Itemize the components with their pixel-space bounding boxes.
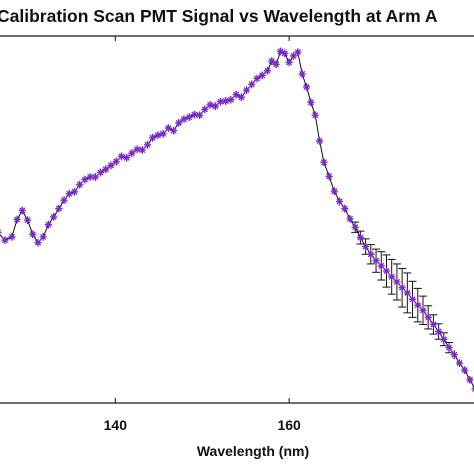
data-point [201,105,209,113]
plot-frame [0,35,474,404]
data-point [149,134,157,142]
error-bars [4,47,471,384]
data-point [372,257,380,265]
data-point [1,236,9,244]
data-point [285,58,293,66]
data-point [263,67,272,75]
data-point [8,233,16,241]
data-point [50,213,58,221]
data-point [128,149,136,157]
data-point [0,229,2,236]
data-point [222,97,230,105]
data-point [315,137,324,145]
data-point [298,70,306,78]
data-point [248,80,256,88]
data-point [13,215,21,224]
data-point [211,102,219,110]
x-axis-ticks: 140 160 [104,36,301,433]
data-point [123,154,131,162]
data-point [435,327,443,336]
data-point [461,366,469,374]
data-point [429,320,438,329]
data-point [419,306,427,314]
data-point [91,173,99,181]
data-point [39,233,47,241]
data-point [272,60,280,68]
x-tick-label: 140 [104,417,128,433]
data-point [253,74,261,83]
data-point [55,204,63,213]
data-point [96,168,105,177]
data-point [393,278,401,286]
data-point [424,313,432,321]
data-point [398,284,406,292]
data-point [258,71,266,79]
data-point [18,206,26,215]
data-point [185,113,193,121]
data-point [227,96,235,104]
data-point [367,250,375,258]
data-point [377,262,385,270]
data-point [281,49,289,57]
data-point [440,335,448,343]
data-point [138,146,146,154]
data-point [445,344,453,352]
data-point [34,239,42,247]
data-point [335,197,344,206]
data-point [169,127,178,135]
data-point [471,385,474,392]
data-point [206,101,214,109]
data-point [60,196,68,204]
data-point [268,57,276,65]
data-point [23,216,32,224]
series-line [0,50,474,388]
data-point [143,141,152,149]
data-point [403,289,411,297]
data-point [414,301,422,309]
data-point [242,86,251,94]
data-point [408,295,417,303]
x-axis-label: Wavelength (nm) [197,443,309,459]
data-point [330,187,338,195]
data-point [70,188,79,196]
data-point [302,83,311,91]
data-point [112,157,120,166]
data-point [382,267,391,275]
data-point [81,175,89,184]
data-point [102,165,110,173]
data-point [325,172,333,180]
data-point [466,376,474,384]
data-point [232,90,240,99]
axes [0,35,474,404]
data-point [341,204,349,213]
data-point [175,119,183,127]
data-point [154,131,162,139]
data-point [311,111,319,119]
x-tick-label: 160 [277,417,301,433]
data-point [29,230,37,238]
data-point [164,124,172,132]
data-point [320,158,328,166]
data-point [107,161,115,170]
data-point [196,111,204,119]
data-point [76,181,84,189]
data-point [294,48,302,56]
data-point [346,215,354,223]
data-point [44,221,53,229]
data-point [450,351,458,359]
data-point [351,223,359,231]
data-point [117,152,126,161]
data-markers [0,47,474,392]
data-point [289,52,298,60]
data-point [455,359,464,367]
data-point [159,130,167,138]
data-point [133,145,141,153]
data-point [388,273,396,281]
data-point [237,93,245,101]
data-point [307,98,315,106]
data-point [356,233,365,242]
data-point [362,242,370,251]
